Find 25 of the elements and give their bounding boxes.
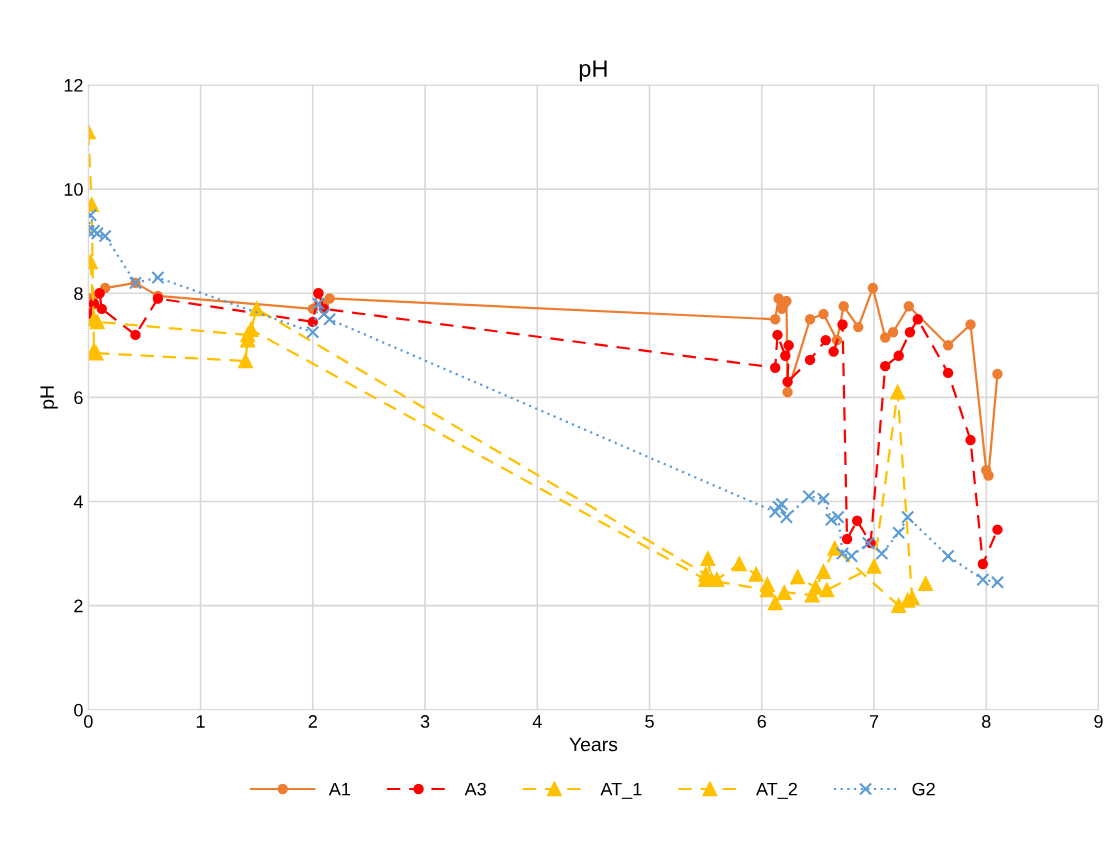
x-tick-label: 4: [532, 715, 542, 728]
chart-title: pH: [579, 60, 607, 82]
x-tick-label: 2: [308, 715, 317, 728]
y-tick-label: 0: [74, 703, 83, 717]
y-axis-title: pH: [40, 386, 58, 409]
legend-label: G2: [912, 782, 935, 796]
y-tick-label: 6: [74, 391, 83, 405]
x-tick-label: 6: [757, 715, 766, 728]
legend-label: A1: [328, 782, 350, 796]
x-tick-label: 1: [196, 715, 205, 728]
x-tick-label: 9: [1094, 715, 1103, 728]
y-tick-label: 4: [73, 495, 83, 509]
legend-label: AT_1: [600, 782, 642, 799]
x-tick-label: 7: [869, 715, 879, 728]
x-tick-label: 3: [420, 715, 430, 728]
y-tick-label: 12: [64, 78, 83, 92]
y-tick-label: 2: [74, 599, 83, 613]
x-tick-label: 8: [982, 715, 991, 728]
legend-label: A3: [464, 782, 486, 796]
y-tick-label: 8: [74, 287, 83, 300]
y-tick-label: 10: [64, 183, 83, 196]
legend-label: AT_2: [756, 782, 797, 799]
x-tick-label: 0: [84, 715, 93, 728]
x-axis-title: Years: [569, 737, 618, 752]
x-tick-label: 5: [645, 715, 654, 728]
